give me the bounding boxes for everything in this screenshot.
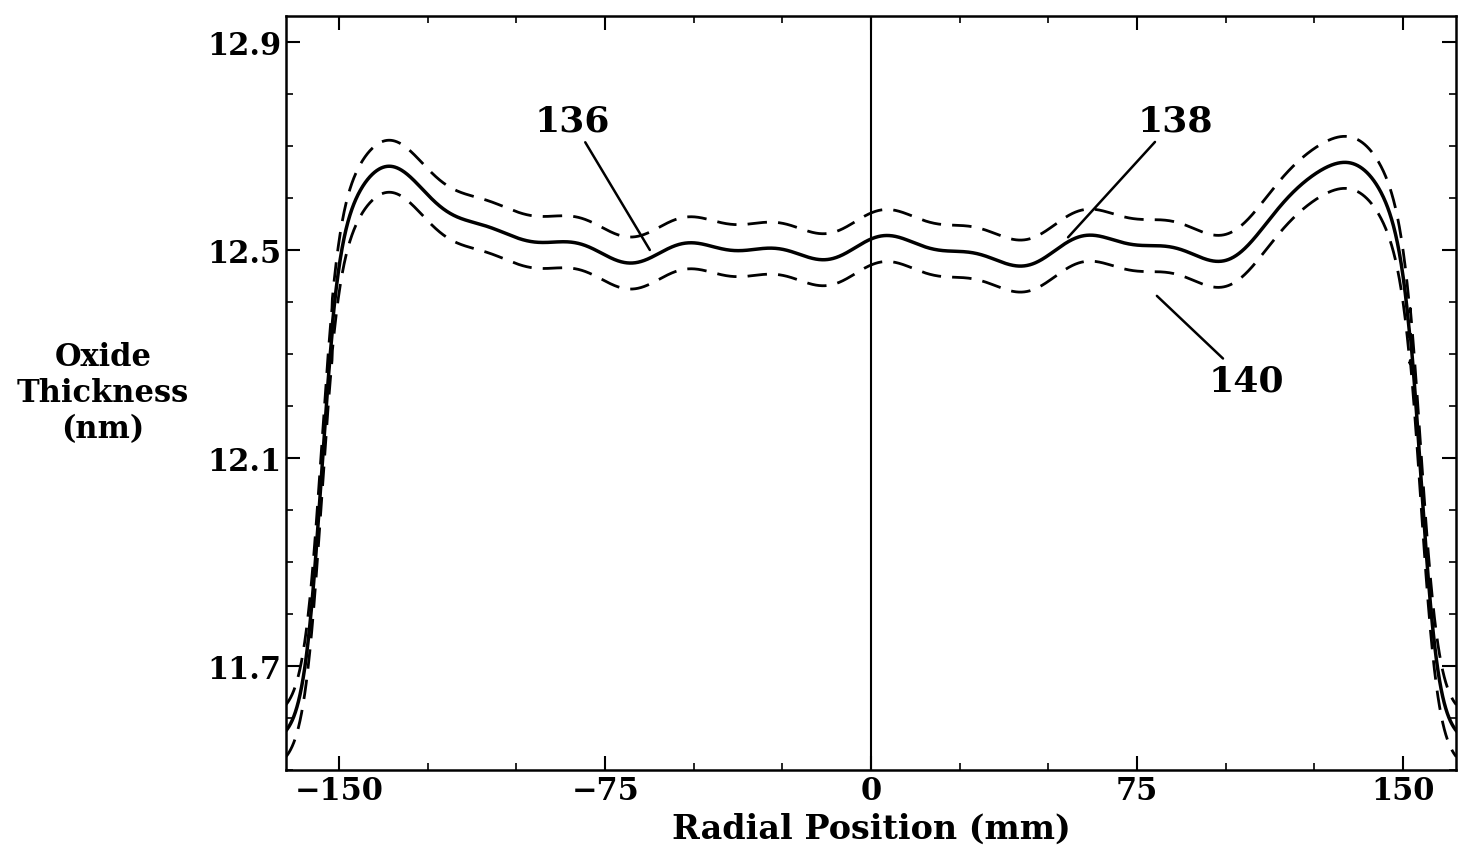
Text: 138: 138 bbox=[1068, 104, 1212, 238]
X-axis label: Radial Position (mm): Radial Position (mm) bbox=[672, 811, 1071, 845]
Text: 140: 140 bbox=[1156, 296, 1283, 398]
Y-axis label: Oxide
Thickness
(nm): Oxide Thickness (nm) bbox=[16, 342, 189, 444]
Text: 136: 136 bbox=[535, 104, 650, 251]
